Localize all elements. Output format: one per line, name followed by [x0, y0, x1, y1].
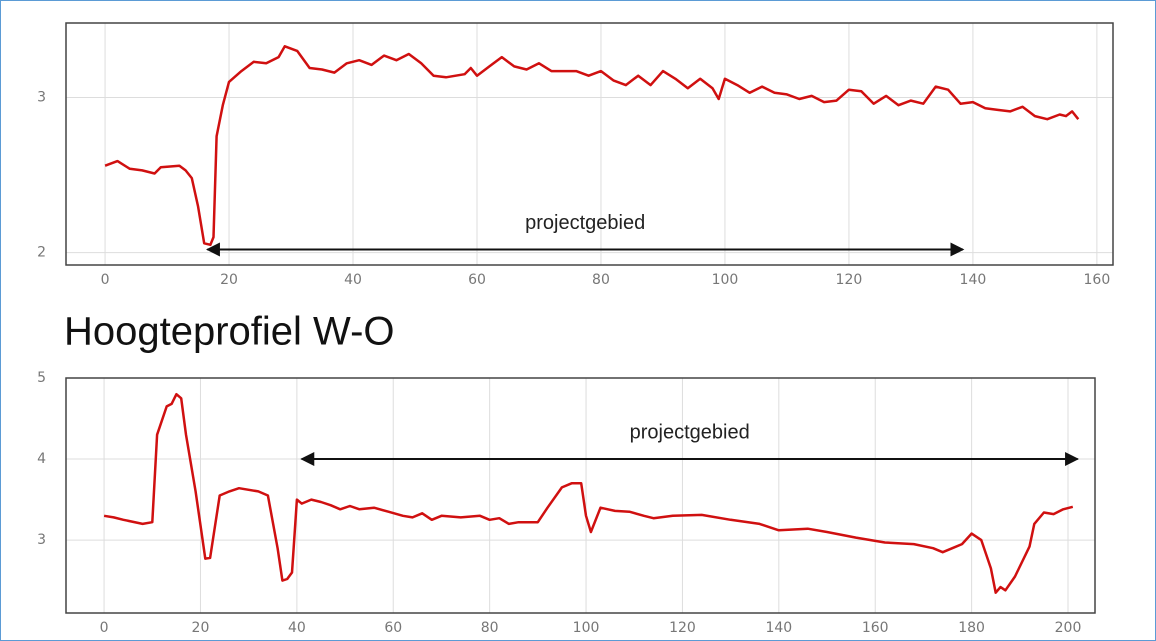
x-tick-label: 40	[288, 620, 306, 636]
x-tick-label: 60	[468, 272, 486, 288]
x-tick-label: 0	[100, 620, 109, 636]
plot-frame	[65, 22, 1114, 266]
y-tick-label: 3	[37, 89, 46, 105]
x-tick-label: 140	[765, 620, 792, 636]
x-tick-label: 0	[101, 272, 110, 288]
x-tick-label: 60	[384, 620, 402, 636]
chart-title: Hoogteprofiel W-O	[64, 310, 395, 354]
x-tick-label: 180	[958, 620, 985, 636]
x-tick-label: 80	[592, 272, 610, 288]
x-tick-label: 200	[1055, 620, 1082, 636]
x-tick-label: 120	[836, 272, 863, 288]
y-tick-label: 2	[37, 245, 46, 261]
x-tick-label: 160	[862, 620, 889, 636]
x-tick-label: 80	[481, 620, 499, 636]
x-tick-label: 100	[573, 620, 600, 636]
annotation-label: projectgebied	[630, 421, 750, 443]
line	[104, 45, 1080, 247]
annotation-label: projectgebied	[525, 212, 645, 234]
x-tick-label: 160	[1084, 272, 1111, 288]
y-tick-label: 3	[37, 532, 46, 548]
line	[103, 392, 1074, 594]
x-tick-label: 120	[669, 620, 696, 636]
x-tick-label: 140	[960, 272, 987, 288]
y-tick-label: 4	[37, 451, 46, 467]
x-tick-label: 40	[344, 272, 362, 288]
y-tick-label: 5	[37, 370, 46, 386]
x-tick-label: 100	[712, 272, 739, 288]
x-tick-label: 20	[220, 272, 238, 288]
plot-frame	[65, 377, 1096, 614]
x-tick-label: 20	[192, 620, 210, 636]
